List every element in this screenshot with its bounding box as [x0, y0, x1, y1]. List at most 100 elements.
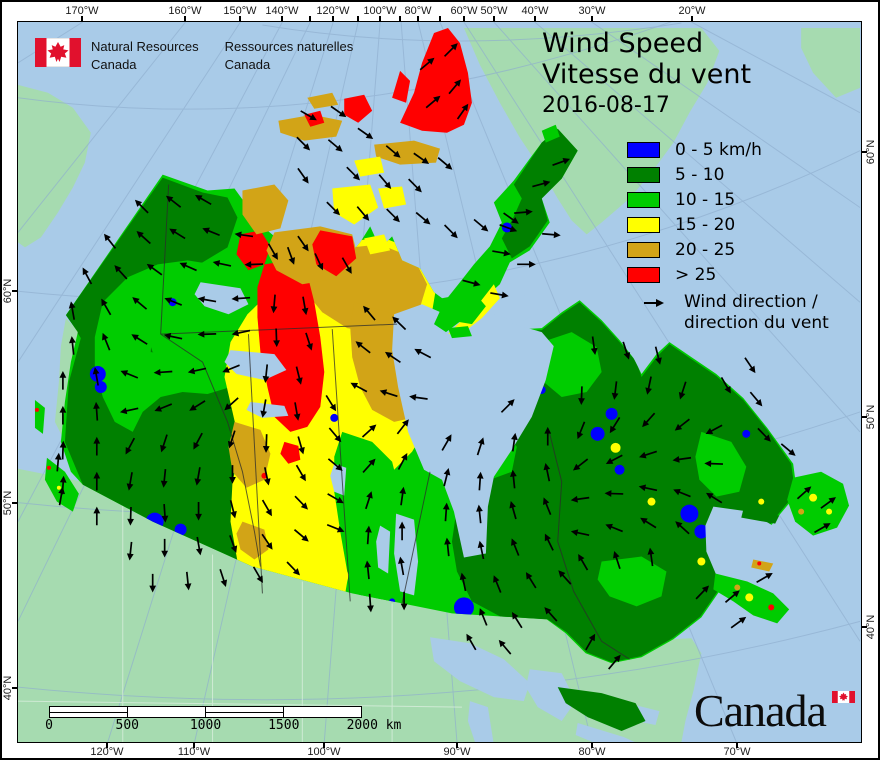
southern-ontario: [557, 687, 646, 732]
nwt-red-north: [236, 230, 271, 271]
lon-label: 80°W: [404, 5, 432, 17]
victoria-island-red: [312, 230, 357, 277]
grid-tick: [691, 16, 693, 21]
lon-label: 60°W: [450, 5, 478, 17]
manitoba-green-tongue: [334, 431, 408, 607]
logo-en-line2: Canada: [91, 57, 137, 72]
legend-label: 20 - 25: [675, 239, 736, 260]
grid-tick: [591, 16, 593, 21]
grid-tick: [81, 16, 83, 21]
scale-bar: [49, 706, 362, 718]
legend-swatch: [627, 266, 660, 283]
logo-fr-line1: Ressources naturelles: [224, 39, 354, 54]
lake-athabasca: [246, 401, 289, 418]
state-borders: [18, 501, 462, 742]
lon-label: 70°W: [723, 746, 751, 758]
legend-row-1: 5 - 10: [627, 162, 762, 187]
legend-swatch: [627, 166, 660, 183]
lon-label: 80°W: [578, 746, 606, 758]
grid-tick: [862, 151, 867, 153]
axel-heiberg-island: [392, 70, 411, 103]
hudson-bay: [392, 302, 554, 558]
lake-superior: [430, 637, 530, 702]
map-title: Wind Speed Vitesse du vent 2016-08-17: [542, 28, 751, 120]
legend-swatch: [627, 216, 660, 233]
legend-swatch: [627, 141, 660, 158]
prince-edward-island: [751, 559, 774, 572]
legend-label: 10 - 15: [675, 189, 736, 210]
legend-row-2: 10 - 15: [627, 187, 762, 212]
wind-speed-legend: 0 - 5 km/h 5 - 10 10 - 15 15 - 20 20 - 25 > 2…: [627, 137, 762, 287]
devon-island: [374, 140, 440, 165]
canada-flag-icon: [35, 38, 81, 67]
grid-tick: [534, 16, 536, 21]
anticosti-island: [741, 509, 780, 524]
grid-tick: [12, 687, 17, 689]
lon-label: 100°W: [307, 746, 341, 758]
lon-label: 30°W: [578, 5, 606, 17]
grid-tick: [862, 626, 867, 628]
lon-label: 170°W: [65, 5, 99, 17]
title-date: 2016-08-17: [542, 93, 670, 118]
wordmark-text: Canada: [694, 685, 827, 736]
newfoundland-island: [787, 471, 850, 536]
grid-tick: [399, 16, 401, 21]
lon-label: 20°W: [678, 5, 706, 17]
canada-wind-map: [18, 22, 861, 742]
logo-text-fr: Ressources naturelles Canada: [225, 38, 354, 74]
legend-row-0: 0 - 5 km/h: [627, 137, 762, 162]
alaska-land: [18, 84, 91, 248]
grid-tick: [439, 16, 441, 21]
lon-label: 140°W: [265, 5, 299, 17]
logo-text-en: Natural Resources Canada: [91, 38, 199, 74]
grid-tick: [12, 290, 17, 292]
logo-fr-line2: Canada: [224, 57, 271, 72]
lon-label: 120°W: [316, 5, 350, 17]
sask-red-spot: [280, 441, 301, 464]
grid-tick: [332, 16, 334, 21]
province-borders: [160, 184, 630, 660]
logo-en-line1: Natural Resources: [91, 39, 199, 54]
wordmark-flag-icon: [832, 691, 855, 703]
blue-calm-spots: [89, 183, 751, 631]
legend-label: 0 - 5 km/h: [675, 139, 762, 160]
lon-label: 100°W: [363, 5, 397, 17]
legend-swatch: [627, 241, 660, 258]
grid-tick: [417, 16, 419, 21]
scale-label: 0: [45, 718, 53, 733]
squebec-green: [597, 556, 667, 607]
legend-swatch: [627, 191, 660, 208]
legend-row-3: 15 - 20: [627, 212, 762, 237]
lake-winnipeg: [394, 513, 419, 596]
nrcan-logo: Natural Resources Canada Ressources natu…: [35, 38, 379, 74]
grid-tick: [193, 743, 195, 748]
lake-erie: [575, 723, 635, 742]
southampton-island: [436, 292, 486, 325]
scale-label: 2000 km: [346, 718, 402, 733]
wind-direction-text: Wind direction / direction du vent: [684, 292, 829, 333]
melville-island: [278, 114, 343, 141]
grid-tick: [862, 416, 867, 418]
grid-tick: [281, 16, 283, 21]
lon-label: 110°W: [177, 746, 211, 758]
title-fr: Vitesse du vent: [542, 59, 752, 90]
grid-tick: [309, 16, 311, 21]
lon-label: 50°W: [480, 5, 508, 17]
lon-label: 150°W: [223, 5, 257, 17]
scale-bar-labels: 0 500 1000 1500 2000 km: [2, 718, 422, 734]
legend-row-4: 20 - 25: [627, 237, 762, 262]
lon-label: 40°W: [521, 5, 549, 17]
canada-wordmark: Canada: [694, 684, 855, 737]
banks-island: [242, 184, 289, 235]
great-slave-lake: [224, 350, 287, 381]
sask-gold-1: [228, 421, 271, 488]
grid-tick: [591, 743, 593, 748]
bathurst-island: [354, 156, 385, 177]
grid-tick: [493, 16, 495, 21]
lake-michigan: [467, 701, 494, 742]
lake-huron: [525, 669, 576, 722]
coats-island: [447, 326, 472, 339]
grid-tick: [184, 16, 186, 21]
bylot-island: [541, 124, 560, 143]
